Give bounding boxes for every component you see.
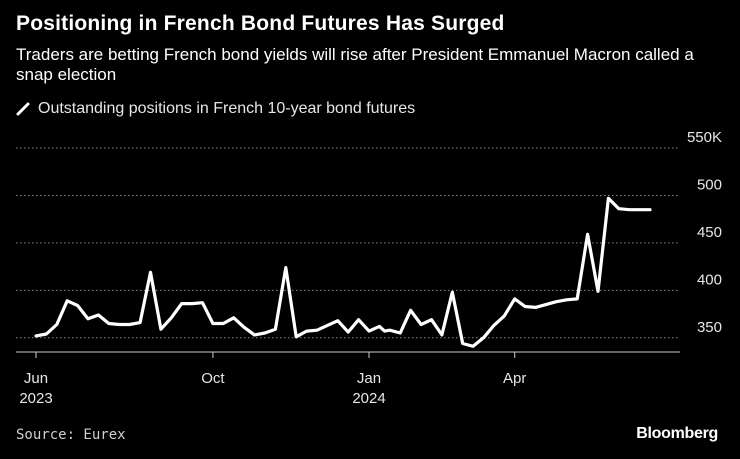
data-point <box>597 290 600 293</box>
legend-line-icon <box>16 102 30 116</box>
data-point <box>243 326 246 329</box>
data-point <box>253 333 256 336</box>
data-point <box>628 208 631 211</box>
data-point <box>607 197 610 200</box>
data-point <box>451 291 454 294</box>
data-point <box>274 328 277 331</box>
legend-label: Outstanding positions in French 10-year … <box>38 100 416 117</box>
data-point <box>180 302 183 305</box>
data-point <box>159 328 162 331</box>
y-tick-label: 350 <box>697 319 722 336</box>
data-point <box>472 345 475 348</box>
y-tick-label: 400 <box>697 271 722 288</box>
data-point <box>534 306 537 309</box>
x-tick-label: Oct <box>201 370 225 387</box>
data-point <box>97 314 100 317</box>
data-point <box>430 318 433 321</box>
data-point <box>420 323 423 326</box>
data-point <box>383 330 386 333</box>
data-point <box>128 323 131 326</box>
data-point <box>524 305 527 308</box>
legend: Outstanding positions in French 10-year … <box>16 100 415 118</box>
data-point <box>170 316 173 319</box>
data-point <box>368 330 371 333</box>
data-point <box>87 317 90 320</box>
data-point <box>586 233 589 236</box>
data-point <box>149 271 152 274</box>
data-point <box>316 329 319 332</box>
bloomberg-logo: Bloomberg <box>636 425 718 442</box>
data-point <box>503 314 506 317</box>
x-tick-year-label: 2024 <box>352 390 385 407</box>
data-point <box>118 323 121 326</box>
data-point <box>617 207 620 210</box>
data-point <box>191 302 194 305</box>
data-point <box>388 329 391 332</box>
data-point <box>336 319 339 322</box>
chart-title: Positioning in French Bond Futures Has S… <box>16 12 505 35</box>
data-point <box>232 316 235 319</box>
data-point <box>440 333 443 336</box>
data-point <box>461 342 464 345</box>
data-point <box>638 208 641 211</box>
data-point <box>305 330 308 333</box>
data-point <box>326 324 329 327</box>
legend-swatch-line <box>16 102 30 116</box>
data-point <box>576 297 579 300</box>
data-point <box>357 318 360 321</box>
x-tick-year-label: 2023 <box>19 390 52 407</box>
data-point <box>492 324 495 327</box>
data-point <box>565 298 568 301</box>
data-point <box>66 299 69 302</box>
x-tick-label: Jun <box>24 370 48 387</box>
data-point <box>45 333 48 336</box>
data-point <box>347 331 350 334</box>
data-point <box>513 297 516 300</box>
data-point <box>295 335 298 338</box>
data-point <box>222 322 225 325</box>
x-tick-label: Apr <box>503 370 526 387</box>
y-tick-label: 500 <box>697 176 722 193</box>
data-point <box>107 322 110 325</box>
data-point <box>555 300 558 303</box>
data-point <box>35 334 38 337</box>
series-line-positions <box>34 196 652 348</box>
y-tick-label: 450 <box>697 224 722 241</box>
data-point <box>482 336 485 339</box>
data-point <box>378 325 381 328</box>
data-point <box>139 321 142 324</box>
y-tick-label: 550K <box>687 129 722 146</box>
data-point <box>211 322 214 325</box>
data-point <box>284 266 287 269</box>
data-point <box>76 304 79 307</box>
data-point <box>409 309 412 312</box>
data-point <box>201 301 204 304</box>
x-tick-label: Jan <box>357 370 381 387</box>
data-point <box>55 323 58 326</box>
chart-subtitle: Traders are betting French bond yields w… <box>16 45 694 84</box>
data-point <box>649 208 652 211</box>
data-point <box>399 332 402 335</box>
source-note: Source: Eurex <box>16 427 126 443</box>
data-point <box>544 303 547 306</box>
data-point <box>263 332 266 335</box>
